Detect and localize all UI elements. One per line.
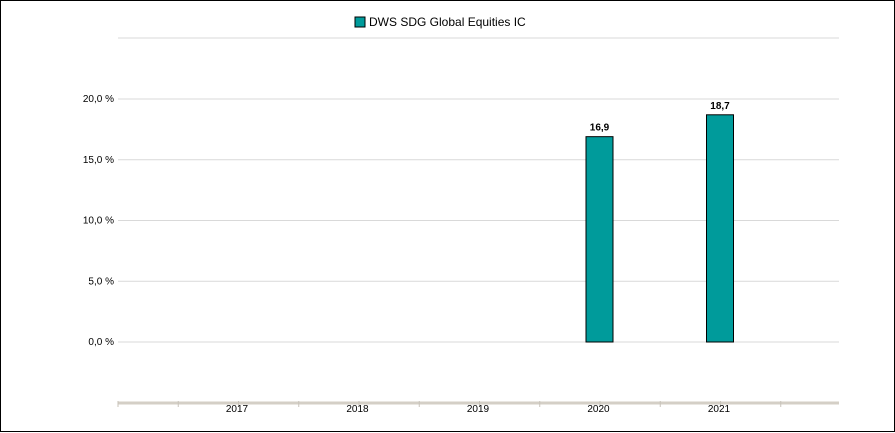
x-tick-label: 2020 [587, 404, 610, 415]
x-tick-label: 2018 [346, 404, 369, 415]
x-tick-label: 2021 [708, 404, 731, 415]
x-axis: 2017 2018 2019 2020 2021 [117, 401, 839, 415]
y-tick-label: 20,0 % [83, 94, 114, 105]
bar-2020 [585, 136, 614, 343]
bar-2021 [706, 114, 734, 343]
gridlines [118, 37, 839, 343]
y-tick-label: 0,0 % [88, 337, 114, 348]
legend-swatch [354, 16, 366, 28]
y-tick-label: 5,0 % [88, 276, 114, 287]
y-tick-label: 10,0 % [83, 216, 114, 227]
data-label-2021: 18,7 [710, 101, 730, 112]
y-axis-ticks: 0,0 % 5,0 % 10,0 % 15,0 % 20,0 % [83, 94, 114, 348]
x-tick-label: 2019 [467, 404, 490, 415]
bars: 16,9 18,7 [585, 101, 734, 343]
x-tick-label: 2017 [226, 404, 249, 415]
data-label-2020: 16,9 [590, 123, 610, 134]
legend-label: DWS SDG Global Equities IC [369, 15, 526, 29]
y-tick-label: 15,0 % [83, 155, 114, 166]
legend: DWS SDG Global Equities IC [354, 15, 526, 29]
